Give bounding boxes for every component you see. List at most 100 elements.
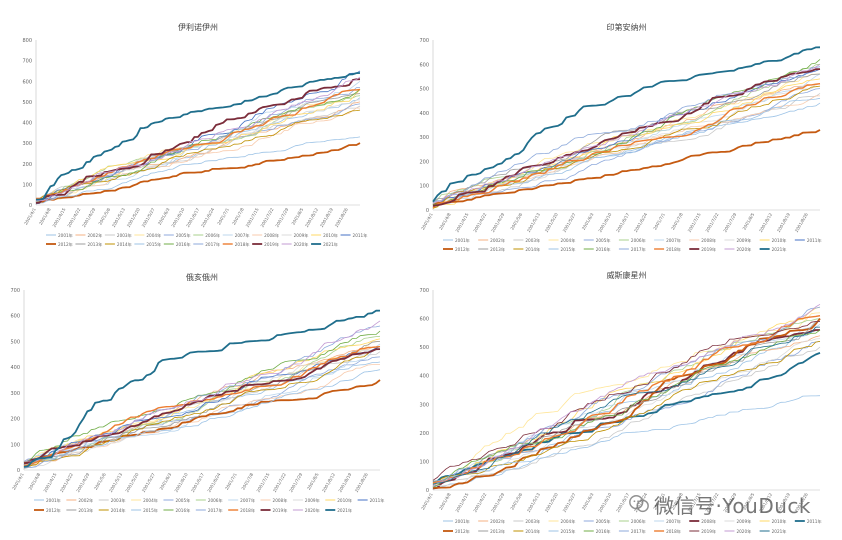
watermark: 微信号·YouDuck — [628, 489, 834, 519]
x-tick-label: 2001/4/8 — [438, 212, 452, 231]
x-tick-label: 2001/4/22 — [59, 472, 74, 493]
legend-label: 2015年 — [561, 528, 576, 535]
legend-label: 2016年 — [596, 246, 611, 253]
x-tick-label: 2001/7/15 — [687, 212, 702, 233]
legend-label: 2006年 — [208, 497, 223, 504]
series-line-2018年 — [36, 88, 361, 200]
legend-label: 2019年 — [273, 507, 288, 514]
x-tick-label: 2001/7/8 — [231, 207, 245, 226]
legend-label: 2017年 — [631, 246, 646, 253]
y-tick-label: 700 — [10, 288, 20, 294]
legend-label: 2014年 — [525, 246, 540, 253]
legend-label: 2019年 — [701, 246, 716, 253]
legend-label: 2005年 — [596, 237, 611, 244]
watermark-text: 微信号·YouDuck — [654, 493, 811, 518]
y-tick-label: 100 — [22, 182, 32, 188]
series-line-2017年 — [23, 325, 381, 468]
legend-label: 2012年 — [58, 241, 73, 248]
x-tick-label: 2001/5/6 — [509, 492, 523, 511]
legend-label: 2016年 — [596, 528, 611, 535]
x-tick-label: 2001/5/13 — [108, 472, 123, 493]
legend-label: 2011年 — [807, 237, 822, 244]
y-tick-label: 400 — [22, 121, 32, 127]
series-line-2001年 — [23, 361, 381, 463]
y-tick-label: 300 — [10, 391, 20, 397]
legend-label: 2014年 — [117, 241, 132, 248]
x-tick-label: 2001/7/1 — [652, 212, 666, 231]
series-line-2009年 — [35, 99, 361, 202]
series-line-2021年 — [432, 326, 821, 485]
x-tick-label: 2001/8/5 — [742, 212, 756, 231]
y-tick-label: 600 — [22, 79, 32, 85]
legend-label: 2007年 — [235, 232, 250, 239]
series-line-2012年 — [433, 318, 821, 489]
y-tick-label: 300 — [419, 135, 429, 141]
x-tick-label: 2001/4/22 — [66, 207, 81, 228]
series-line-2015年 — [35, 136, 361, 204]
wechat-icon — [629, 495, 649, 513]
legend-label: 2006年 — [631, 518, 646, 525]
y-tick-label: 0 — [29, 203, 32, 209]
y-tick-label: 100 — [10, 442, 20, 448]
x-tick-label: 2001/5/13 — [526, 492, 541, 513]
legend-label: 2009年 — [305, 497, 320, 504]
legend-label: 2005年 — [176, 232, 191, 239]
y-tick-label: 700 — [419, 288, 429, 294]
legend-label: 2003年 — [525, 518, 540, 525]
x-tick-label: 2001/5/27 — [141, 207, 156, 228]
series-line-2002年 — [35, 101, 361, 201]
x-tick-label: 2001/4/1 — [420, 212, 434, 231]
legend-label: 2005年 — [596, 518, 611, 525]
x-tick-label: 2001/8/26 — [354, 472, 369, 493]
x-tick-label: 2001/8/12 — [304, 207, 319, 228]
series-line-2015年 — [432, 97, 821, 207]
legend-label: 2010年 — [772, 237, 787, 244]
x-tick-label: 2001/6/3 — [157, 207, 171, 226]
x-tick-label: 2001/8/26 — [334, 207, 349, 228]
series-line-2019年 — [432, 321, 821, 481]
series-line-2015年 — [432, 395, 821, 482]
y-tick-label: 600 — [10, 314, 20, 320]
chart-title: 伊利诺伊州 — [178, 22, 218, 32]
legend-label: 2013年 — [87, 241, 102, 248]
legend-label: 2015年 — [561, 246, 576, 253]
y-tick-label: 0 — [426, 208, 429, 214]
legend-label: 2010年 — [772, 518, 787, 525]
legend-label: 2001年 — [455, 237, 470, 244]
legend-label: 2020年 — [736, 528, 751, 535]
legend-label: 2007年 — [666, 237, 681, 244]
legend-label: 2001年 — [58, 232, 73, 239]
series-line-2001年 — [432, 102, 821, 205]
x-tick-label: 2001/5/6 — [97, 207, 111, 226]
x-tick-label: 2001/8/12 — [758, 212, 773, 233]
legend-label: 2001年 — [455, 518, 470, 525]
x-tick-label: 2001/8/12 — [321, 472, 336, 493]
x-tick-label: 2001/4/1 — [11, 472, 25, 491]
series-line-2006年 — [432, 318, 821, 485]
series-line-2013年 — [432, 73, 821, 204]
y-tick-label: 200 — [22, 162, 32, 168]
x-tick-label: 2001/4/1 — [420, 492, 434, 511]
x-tick-label: 2001/6/17 — [190, 472, 205, 493]
x-tick-label: 2001/4/29 — [75, 472, 90, 493]
x-tick-label: 2001/4/29 — [490, 492, 505, 513]
x-tick-label: 2001/6/24 — [633, 212, 648, 233]
x-tick-label: 2001/5/6 — [93, 472, 107, 491]
legend-label: 2017年 — [631, 528, 646, 535]
legend-label: 2013年 — [78, 507, 93, 514]
legend-label: 2007年 — [666, 518, 681, 525]
x-tick-label: 2001/6/17 — [615, 212, 630, 233]
x-tick-label: 2001/5/27 — [141, 472, 156, 493]
x-tick-label: 2001/6/24 — [206, 472, 221, 493]
x-tick-label: 2001/4/8 — [438, 492, 452, 511]
legend-label: 2003年 — [525, 237, 540, 244]
series-line-2020年 — [23, 320, 381, 462]
x-tick-label: 2001/6/17 — [185, 207, 200, 228]
legend-label: 2003年 — [117, 232, 132, 239]
x-tick-label: 2001/4/22 — [472, 492, 487, 513]
x-tick-label: 2001/4/15 — [43, 472, 58, 493]
legend-label: 2013年 — [490, 246, 505, 253]
y-tick-label: 600 — [419, 317, 429, 323]
